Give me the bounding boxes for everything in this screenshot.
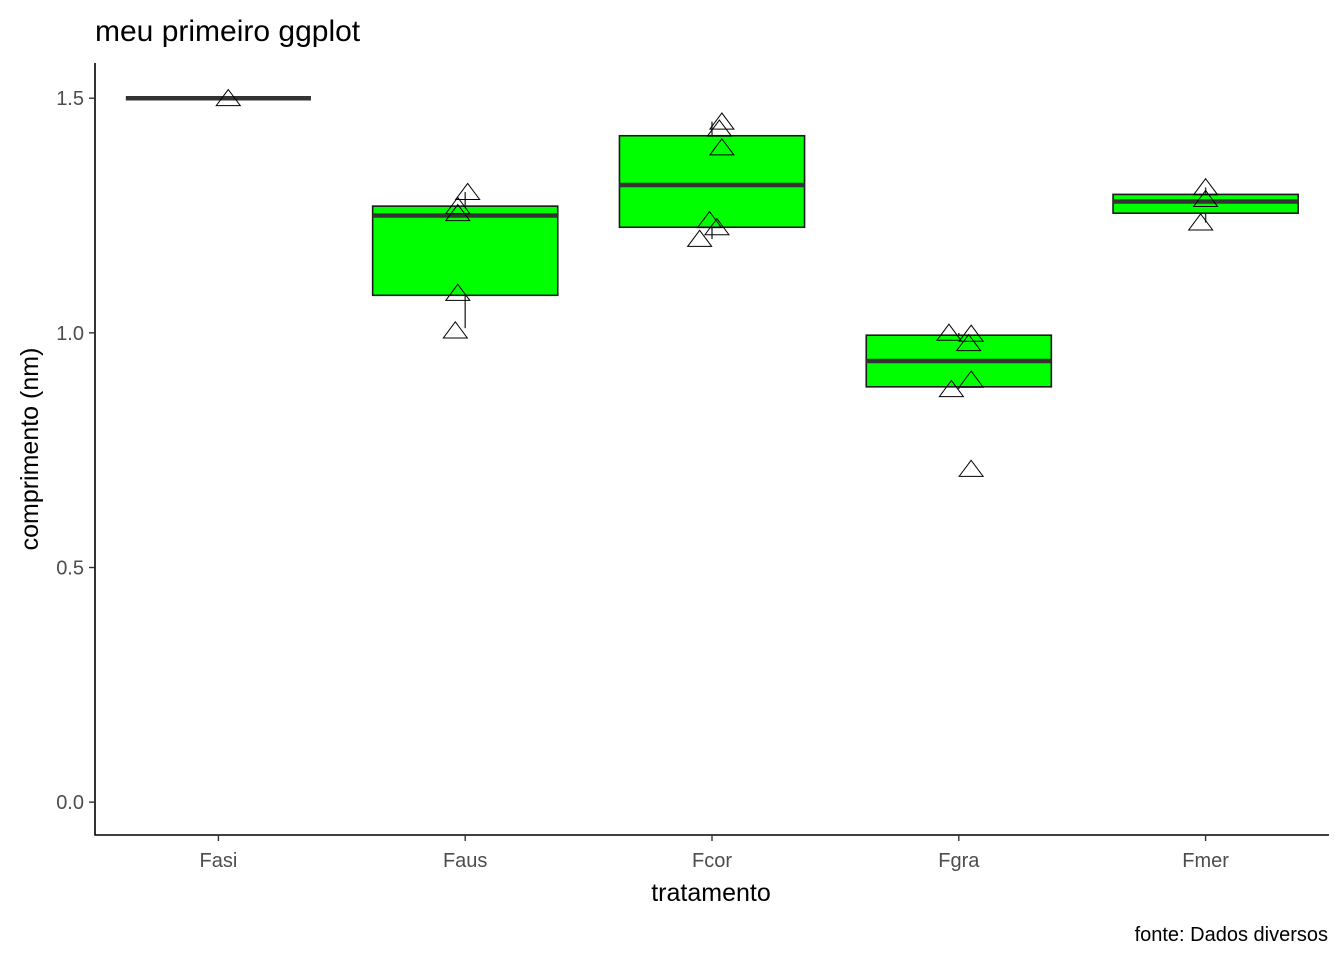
data-point-faus xyxy=(444,203,471,222)
data-point-faus xyxy=(444,283,471,301)
data-point-fmer xyxy=(1192,177,1219,196)
data-point-fgra xyxy=(938,379,965,398)
data-point-faus xyxy=(444,196,471,215)
data-point-fgra xyxy=(958,324,985,342)
box-rect xyxy=(1112,193,1299,214)
data-point-fcor xyxy=(706,119,733,137)
x-tick-label: Fmer xyxy=(1182,850,1229,872)
box-faus xyxy=(371,192,559,329)
box-fgra xyxy=(865,332,1053,390)
data-point-fcor xyxy=(708,137,735,156)
y-axis-title: comprimento (nm) xyxy=(16,348,44,551)
x-axis-title: tratamento xyxy=(651,879,771,907)
x-tick-label: Fgra xyxy=(938,850,980,872)
data-point-fgra xyxy=(955,333,982,352)
x-tick-label: Fcor xyxy=(692,850,732,872)
data-point-fcor xyxy=(703,217,730,236)
data-point-fgra xyxy=(958,459,985,477)
box-rect xyxy=(371,205,559,297)
data-point-fmer xyxy=(1192,189,1219,208)
axes: 0.0 0.5 1.0 1.5 Fasi Faus Fcor Fgra Fmer xyxy=(56,63,1329,872)
x-tick-label: Faus xyxy=(443,850,487,872)
data-point-faus xyxy=(442,321,469,339)
box-rect xyxy=(618,134,806,229)
points xyxy=(215,88,1219,477)
data-point-fcor xyxy=(686,229,713,247)
chart-title: meu primeiro ggplot xyxy=(95,15,361,48)
data-point-fcor xyxy=(708,112,735,130)
data-point-fgra xyxy=(935,323,962,341)
plot-area xyxy=(125,88,1299,477)
box-fmer xyxy=(1112,187,1299,223)
box-fcor xyxy=(618,121,806,239)
y-tick-label: 0.5 xyxy=(56,557,84,579)
y-tick-label: 1.5 xyxy=(56,88,84,110)
caption: fonte: Dados diversos xyxy=(1135,924,1328,946)
data-point-fmer xyxy=(1187,213,1214,231)
data-point-fgra xyxy=(958,370,985,388)
y-tick-label: 1.0 xyxy=(56,323,84,345)
data-point-fcor xyxy=(696,210,723,229)
x-tick-label: Fasi xyxy=(200,850,238,872)
y-tick-label: 0.0 xyxy=(56,792,84,814)
data-point-faus xyxy=(454,182,481,200)
data-point-fasi xyxy=(215,88,242,107)
